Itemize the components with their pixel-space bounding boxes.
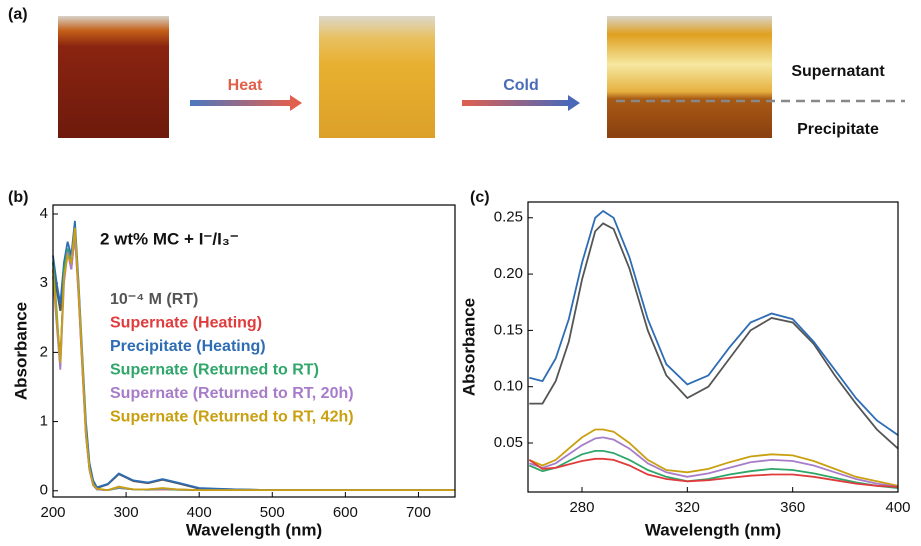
layer-label: Supernatant <box>791 63 885 80</box>
x-tick-label: 700 <box>406 504 431 521</box>
y-tick-label: 0.25 <box>494 209 523 226</box>
legend-entry: 10⁻⁴ M (RT) <box>110 291 198 308</box>
layer-label: Precipitate <box>797 121 879 138</box>
photo <box>58 16 169 138</box>
y-tick-label: 0 <box>40 482 48 499</box>
y-axis-label: Absorbance <box>459 298 478 396</box>
data-line <box>529 451 898 488</box>
y-tick-label: 4 <box>40 205 48 222</box>
annotation: 2 wt% MC + I⁻/I₃⁻ <box>100 229 239 248</box>
y-tick-label: 0.15 <box>494 321 523 338</box>
panel-label: (c) <box>470 189 490 206</box>
arrow-head <box>568 95 580 111</box>
legend-entry: Supernate (Returned to RT) <box>110 362 319 379</box>
y-tick-label: 3 <box>40 274 48 291</box>
photo <box>319 16 435 138</box>
y-tick-label: 2 <box>40 343 48 360</box>
data-line <box>53 228 455 490</box>
y-tick-label: 0.05 <box>494 434 523 451</box>
y-axis-label: Absorbance <box>11 302 30 400</box>
y-tick-label: 0.10 <box>494 378 523 395</box>
data-line <box>529 211 898 435</box>
panel-label: (b) <box>8 189 28 206</box>
data-line <box>53 231 455 490</box>
legend-entry: Precipitate (Heating) <box>110 338 266 355</box>
legend-entry: Supernate (Returned to RT, 42h) <box>110 409 354 426</box>
y-tick-label: 1 <box>40 413 48 430</box>
data-line <box>53 228 455 490</box>
arrow <box>462 100 568 106</box>
figure: (a) Heat Cold Supernatant Precipitate (b… <box>0 0 921 546</box>
y-tick-label: 0.20 <box>494 265 523 282</box>
x-axis-label: Wavelength (nm) <box>645 520 781 539</box>
x-tick-label: 360 <box>780 499 805 516</box>
x-tick-label: 400 <box>187 504 212 521</box>
x-axis-label: Wavelength (nm) <box>186 520 322 539</box>
arrow-label: Heat <box>228 77 263 94</box>
arrow-head <box>290 95 302 111</box>
data-line <box>529 223 898 448</box>
panel-label: (a) <box>8 6 28 23</box>
x-tick-label: 320 <box>675 499 700 516</box>
arrow-label: Cold <box>503 77 539 94</box>
x-tick-label: 200 <box>40 504 65 521</box>
x-tick-label: 400 <box>885 499 910 516</box>
plot-frame <box>528 202 898 492</box>
legend-entry: Supernate (Returned to RT, 20h) <box>110 385 354 402</box>
photo <box>607 16 772 138</box>
x-tick-label: 500 <box>260 504 285 521</box>
panel-a: (a) Heat Cold Supernatant Precipitate <box>8 6 905 138</box>
legend-entry: Supernate (Heating) <box>110 315 262 332</box>
x-tick-label: 300 <box>114 504 139 521</box>
arrow <box>190 100 290 106</box>
data-line <box>53 221 455 490</box>
x-tick-label: 280 <box>569 499 594 516</box>
x-tick-label: 600 <box>333 504 358 521</box>
